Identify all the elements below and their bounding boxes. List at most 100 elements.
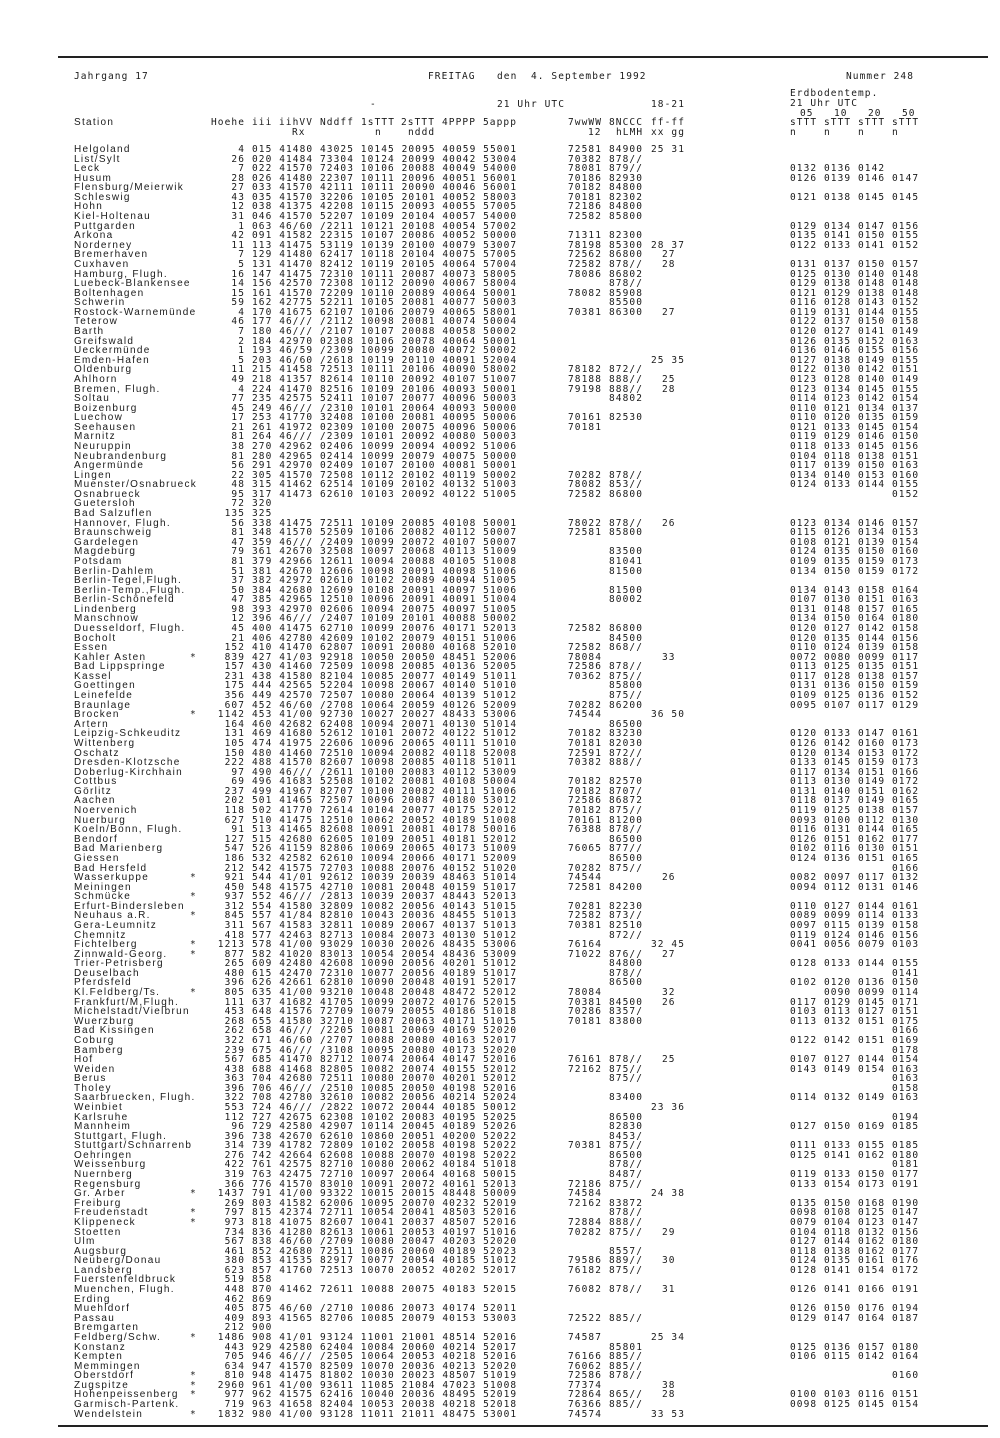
synop-groups: 385 42965 12510 10096 20091 40091 51004 xyxy=(252,594,518,606)
weather-group: 78082 xyxy=(568,287,602,299)
station-name: Regensburg xyxy=(74,1178,142,1190)
soil-temp-50: 0166 xyxy=(892,862,920,874)
soil-temp-05: 0107 xyxy=(790,1054,818,1066)
synop-groups: 488 41570 82607 10098 20085 40118 51011 xyxy=(252,757,518,769)
table-row: Bad Marienberg 547 526 41159 82806 10069 2… xyxy=(0,844,1000,854)
soil-temp-20: 0158 xyxy=(858,584,886,596)
station-height: 396 xyxy=(224,1130,245,1142)
synop-groups: 688 41468 82805 10082 20074 40155 52012 xyxy=(252,1063,518,1075)
soil-temp-20: 0138 xyxy=(858,805,886,817)
soil-temp-05: 0117 xyxy=(790,766,818,778)
soil-temp-05: 0100 xyxy=(790,1389,818,1401)
table-row: Freudenstadt * 797 815 42374 72711 10054 20… xyxy=(0,1208,1000,1218)
soil-temp-10: 0139 xyxy=(824,172,852,184)
weather-group: 72864 xyxy=(568,1389,602,1401)
soil-temp-10: 0135 xyxy=(824,632,852,644)
station-height: 202 xyxy=(224,795,245,807)
station-name: Deuselbach xyxy=(74,967,140,979)
station-name: Greifswald xyxy=(74,335,135,347)
soil-temp-50: 0151 xyxy=(892,1006,920,1018)
soil-temp-05: 0126 xyxy=(790,1284,818,1296)
weather-group: 78082 xyxy=(568,479,602,491)
soil-temp-10: 0128 xyxy=(824,373,852,385)
table-row: Oschatz 150 480 41460 72510 10094 20082 40… xyxy=(0,748,1000,759)
station-height: 51 xyxy=(231,565,245,577)
cloud-group: 878// xyxy=(609,661,643,673)
station-name: Berus xyxy=(74,1073,107,1085)
gust-values: 32 45 xyxy=(651,939,685,951)
weather-group: 70181 xyxy=(568,737,602,749)
cloud-group: 86800 xyxy=(609,623,643,634)
synop-groups: 515 42680 62605 10109 20051 40181 52012 xyxy=(252,833,518,845)
soil-temp-05: 0119 xyxy=(790,306,818,318)
soil-temp-05: 0125 xyxy=(790,1149,818,1161)
soil-temp-10: 0133 xyxy=(824,479,852,491)
weather-group: 78198 xyxy=(568,239,602,251)
station-name: Soltau xyxy=(74,393,111,405)
gust-values: 25 xyxy=(662,373,676,385)
station-name: Pferdsfeld xyxy=(74,977,133,989)
soil-temp-05: 0113 xyxy=(790,1015,818,1027)
station-name: Görlitz xyxy=(74,785,112,797)
soil-temp-20: 0144 xyxy=(858,900,886,912)
gust-values: 30 xyxy=(662,1255,676,1267)
synop-groups: 704 42680 72511 10080 20070 40201 52012 xyxy=(252,1073,518,1085)
col-soil-05: sTTT xyxy=(790,117,818,128)
synop-groups: 946 46/// /2505 10064 20053 40218 52016 xyxy=(252,1351,518,1363)
station-marker: * xyxy=(190,1408,197,1420)
station-name: Aachen xyxy=(74,795,116,807)
soil-temp-05: 0114 xyxy=(790,1092,818,1104)
soil-temp-50: 0152 xyxy=(892,690,920,702)
weather-group: 72582 xyxy=(568,623,602,634)
col-station: Station xyxy=(74,117,115,128)
soil-temp-05: 0117 xyxy=(790,996,818,1008)
cloud-group: 878// xyxy=(609,1054,643,1066)
table-row: Leipzig-Schkeuditz 131 469 41680 52612 101… xyxy=(0,729,1000,739)
cloud-group: 877// xyxy=(609,843,643,855)
synop-groups: 961 41/00 93611 11085 21084 47023 51008 xyxy=(252,1379,518,1391)
station-height: 237 xyxy=(224,785,245,797)
station-name: Guetersloh xyxy=(74,498,136,510)
synop-groups: 637 41682 41705 10099 20072 40176 52015 xyxy=(252,996,518,1008)
station-height: 4 xyxy=(238,144,245,155)
table-row: Muenster/Osnabrueck 48 315 41462 62514 101… xyxy=(0,480,1000,490)
cloud-group: 875// xyxy=(609,1226,643,1238)
soil-temp-20: 0117 xyxy=(858,699,886,711)
cloud-group: 84500 xyxy=(609,632,643,644)
soil-temp-05: 0122 xyxy=(790,1034,818,1046)
weekday: FREITAG xyxy=(428,71,476,82)
station-height: 50 xyxy=(231,584,245,596)
col-2sttt: 2sTTT xyxy=(401,117,435,128)
synop-groups: 803 41582 62006 10095 20070 40232 52019 xyxy=(252,1197,518,1209)
soil-temp-10: 0132 xyxy=(824,1015,852,1027)
soil-temp-10: 0112 xyxy=(824,881,852,893)
soil-temp-50: 0160 xyxy=(892,1370,920,1382)
soil-temp-50: 0154 xyxy=(892,1398,920,1410)
table-row: Leck 7 022 41570 72403 10106 20088 40049 5… xyxy=(0,164,1000,174)
table-row: Cottbus 69 496 41683 52508 10102 20081 401… xyxy=(0,777,1000,787)
station-height: 105 xyxy=(224,737,245,749)
station-height: 5 xyxy=(238,354,245,366)
soil-temp-05: 0120 xyxy=(790,632,818,644)
soil-temp-20: 0160 xyxy=(858,737,886,749)
table-row: Zugspitze * 2960 961 41/00 93611 11085 2108… xyxy=(0,1379,1000,1391)
synop-groups: 020 41484 73304 10124 20099 40042 53004 xyxy=(252,153,518,165)
soil-temp-50: 0172 xyxy=(892,1264,920,1276)
table-row: Michelstadt/Vielbrun 453 648 41576 72709 1… xyxy=(0,1007,1000,1017)
gust-values: 27 xyxy=(662,948,676,960)
synop-groups: 544 41/01 92612 10039 20039 48463 51014 xyxy=(252,872,518,884)
station-marker: * xyxy=(190,1389,197,1401)
station-name: Potsdam xyxy=(74,555,123,567)
station-name: Bad Hersfeld xyxy=(74,862,148,874)
table-row: Bad Lippspringe 157 430 41460 72509 10098 … xyxy=(0,662,1000,672)
station-name: Passau xyxy=(74,1312,116,1324)
synop-groups: 177 46/// /2112 10098 20081 40074 50004 xyxy=(252,316,518,328)
table-row: Fuerstenfeldbruck 519 858 xyxy=(0,1275,1000,1285)
table-row: Oberstdorf * 810 948 41475 81802 10030 2002… xyxy=(0,1371,1000,1381)
table-row: Oldenburg 11 215 41458 72513 10111 20106 4… xyxy=(0,365,1000,375)
col-soil-05-sub: n xyxy=(790,127,797,138)
cloud-group: 81500 xyxy=(609,584,643,596)
soil-temp-20: 0136 xyxy=(858,690,886,702)
station-height: 921 xyxy=(224,872,245,884)
top-rule xyxy=(58,56,988,58)
